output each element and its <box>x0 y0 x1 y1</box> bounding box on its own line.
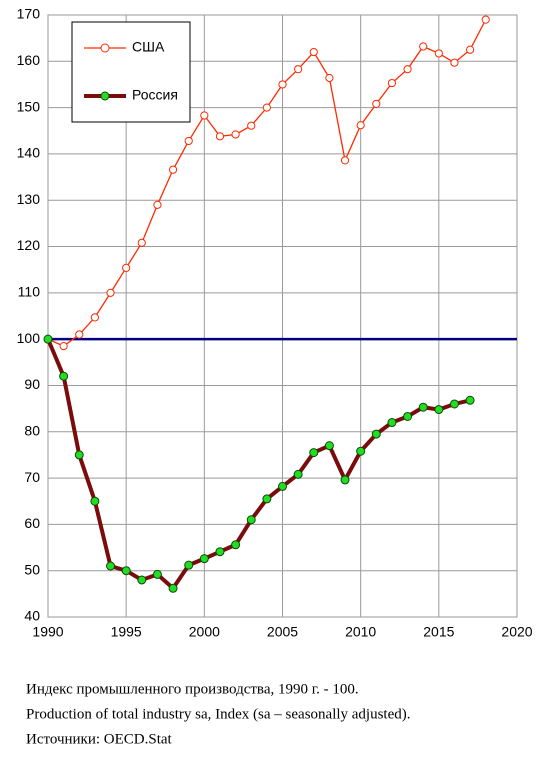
data-point <box>356 446 366 456</box>
data-point <box>247 121 256 130</box>
y-tick-label: 120 <box>17 237 41 253</box>
data-point <box>278 80 287 89</box>
y-tick-label: 170 <box>17 6 41 22</box>
legend-label: США <box>132 39 165 55</box>
data-point <box>418 402 428 412</box>
y-tick-label: 140 <box>17 145 41 161</box>
y-tick-label: 100 <box>17 330 41 346</box>
data-point <box>278 481 287 491</box>
data-point <box>262 494 272 504</box>
y-tick-label: 70 <box>24 469 40 485</box>
data-point <box>262 103 271 112</box>
data-point <box>481 15 490 24</box>
data-point <box>293 469 303 479</box>
data-point <box>168 583 178 593</box>
data-point <box>403 65 412 74</box>
data-point <box>434 49 443 58</box>
data-point <box>122 263 131 272</box>
data-point <box>403 411 413 421</box>
data-point <box>324 441 334 451</box>
data-point <box>449 399 459 409</box>
data-point <box>450 58 459 67</box>
x-tick-label: 2010 <box>345 624 376 640</box>
data-point <box>168 165 178 174</box>
data-point <box>340 475 350 485</box>
data-point <box>371 429 381 439</box>
data-point <box>59 371 69 381</box>
data-point <box>294 65 303 74</box>
data-point <box>387 78 397 88</box>
caption: Production of total industry sa, Index (… <box>26 706 411 722</box>
data-point <box>90 496 100 506</box>
data-point <box>152 569 162 579</box>
data-point <box>184 136 193 146</box>
data-point <box>74 450 84 460</box>
data-point <box>466 45 475 54</box>
x-tick-label: 1995 <box>111 624 142 640</box>
data-point <box>137 575 147 585</box>
data-point <box>434 405 444 415</box>
legend-marker <box>100 91 110 101</box>
y-tick-label: 90 <box>24 376 40 392</box>
x-tick-label: 2000 <box>189 624 220 640</box>
caption: Индекс промышленного производства, 1990 … <box>26 681 359 697</box>
y-tick-label: 150 <box>17 98 41 114</box>
data-point <box>43 334 53 344</box>
series-line <box>46 338 471 592</box>
data-point <box>215 547 225 557</box>
y-tick-label: 80 <box>24 422 40 438</box>
x-tick-label: 2020 <box>501 624 532 640</box>
data-point <box>231 130 240 139</box>
data-point <box>387 418 397 428</box>
x-tick-label: 1990 <box>32 624 63 640</box>
x-tick-label: 2015 <box>423 624 454 640</box>
caption: Источники: OECD.Stat <box>26 731 173 747</box>
data-point <box>200 111 209 120</box>
data-point <box>309 448 319 458</box>
data-point <box>106 561 116 571</box>
data-point <box>372 99 381 109</box>
data-point <box>184 560 194 570</box>
data-point <box>465 395 475 405</box>
y-tick-label: 40 <box>24 608 40 624</box>
data-point <box>121 566 131 576</box>
data-point <box>199 554 209 564</box>
data-point <box>106 288 115 297</box>
data-point <box>419 42 428 51</box>
y-tick-label: 110 <box>18 284 41 300</box>
data-point <box>153 200 162 209</box>
x-tick-label: 2005 <box>267 624 298 640</box>
y-tick-label: 50 <box>24 561 40 577</box>
data-point <box>59 342 68 351</box>
data-point <box>246 515 256 525</box>
legend-label: Россия <box>132 87 178 103</box>
legend-marker <box>100 43 110 53</box>
data-point <box>90 313 100 322</box>
data-point <box>75 330 84 339</box>
data-point <box>325 73 334 83</box>
data-point <box>356 121 365 130</box>
data-point <box>215 132 225 141</box>
legend-box <box>71 21 191 123</box>
data-point <box>137 238 146 247</box>
y-tick-label: 130 <box>17 191 41 207</box>
data-point <box>340 156 350 165</box>
y-tick-label: 60 <box>24 515 40 531</box>
y-tick-label: 160 <box>17 52 41 68</box>
data-point <box>309 47 318 57</box>
data-point <box>231 540 241 550</box>
